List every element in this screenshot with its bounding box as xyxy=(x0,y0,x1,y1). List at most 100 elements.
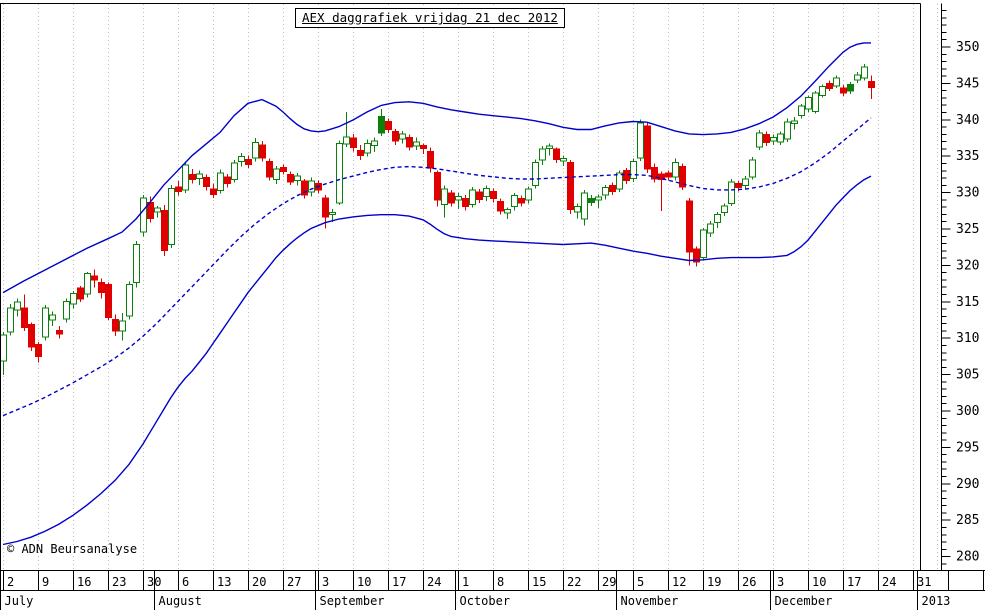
candle-up xyxy=(413,137,420,150)
x-axis-week-label: 16 xyxy=(77,575,91,589)
candle-up xyxy=(742,176,749,189)
candle-up xyxy=(231,160,238,183)
x-axis-week-label: 15 xyxy=(532,575,546,589)
candle-up xyxy=(273,165,280,185)
x-axis-week-label: 31 xyxy=(917,575,931,589)
candle-up xyxy=(238,152,245,167)
candle-up xyxy=(812,90,819,114)
y-axis-label: 290 xyxy=(956,477,979,492)
candle-down xyxy=(448,189,455,207)
x-axis-month-label: September xyxy=(320,594,385,608)
candle-down xyxy=(826,80,833,91)
candle-up xyxy=(791,117,798,130)
x-axis-week-label: 10 xyxy=(357,575,371,589)
candle-up xyxy=(721,203,728,217)
candle-down xyxy=(868,75,875,99)
candle-down xyxy=(56,326,63,339)
x-axis-week-label: 24 xyxy=(882,575,896,589)
candle-up xyxy=(728,178,735,206)
candle-down xyxy=(35,342,42,363)
x-axis-week-label: 12 xyxy=(672,575,686,589)
candle-down xyxy=(266,158,273,181)
candle-down xyxy=(175,181,182,196)
candle-up xyxy=(630,158,637,182)
candle-up xyxy=(364,139,371,157)
candle-up xyxy=(14,298,21,317)
candle-up xyxy=(672,158,679,181)
candle-down xyxy=(476,189,483,204)
vertical-gridlines xyxy=(3,4,938,569)
y-axis-label: 300 xyxy=(956,404,979,419)
candle-up xyxy=(756,130,763,150)
candle-down xyxy=(462,195,469,211)
candle-up xyxy=(595,194,602,209)
candle-up xyxy=(343,112,350,147)
candle-down xyxy=(406,134,413,151)
y-axis-label: 305 xyxy=(956,368,979,383)
x-axis-month-label: November xyxy=(621,594,679,608)
candle-up xyxy=(336,140,343,206)
candle-down xyxy=(497,198,504,215)
candle-down xyxy=(385,118,392,134)
candle-up xyxy=(805,95,812,113)
candle-down xyxy=(693,246,700,267)
candle-up xyxy=(483,185,490,201)
candle-down xyxy=(98,278,105,299)
candle-up xyxy=(168,184,175,249)
candle-up xyxy=(308,177,315,197)
candle-up xyxy=(707,221,714,238)
candle-up xyxy=(469,187,476,208)
candle-up xyxy=(504,207,511,220)
candle-up xyxy=(511,192,518,211)
candle-down xyxy=(434,170,441,207)
candle-up xyxy=(0,331,7,375)
candle-down xyxy=(210,183,217,198)
candle-up xyxy=(294,173,301,186)
candle-up xyxy=(126,281,133,320)
candle-down xyxy=(553,147,560,163)
candle-down xyxy=(77,286,84,303)
x-axis-week-label: 19 xyxy=(707,575,721,589)
candle-up xyxy=(455,192,462,209)
candle-down xyxy=(280,164,287,175)
candle-up xyxy=(70,291,77,309)
x-axis-month-label: October xyxy=(460,594,511,608)
candle-down xyxy=(686,197,693,266)
bollinger-upper-band xyxy=(2,42,871,294)
candle-down xyxy=(651,163,658,183)
x-axis-month-label: December xyxy=(775,594,833,608)
candle-down xyxy=(112,314,119,337)
candle-down xyxy=(357,144,364,161)
candle-up xyxy=(532,159,539,189)
y-axis: 280 285 290 295 300 305 310 315 320 325 330 335 340 3… xyxy=(941,3,979,571)
copyright-label: © ADN Beursanalyse xyxy=(7,542,138,556)
candle-up xyxy=(378,109,385,137)
x-axis-week-label: 24 xyxy=(427,575,441,589)
y-axis-label: 340 xyxy=(956,113,979,128)
candle-down xyxy=(350,133,357,152)
candle-up xyxy=(196,170,203,185)
candle-down xyxy=(427,147,434,173)
x-axis-week-label: 22 xyxy=(567,575,581,589)
candle-down xyxy=(420,143,427,155)
x-axis-month-label: August xyxy=(159,594,202,608)
candle-up xyxy=(700,227,707,260)
candle-down xyxy=(224,173,231,188)
x-axis-week-label: 27 xyxy=(287,575,301,589)
x-axis-month-label: July xyxy=(5,594,34,608)
candle-down xyxy=(245,155,252,169)
candle-up xyxy=(833,75,840,88)
candle-down xyxy=(623,168,630,185)
candle-up xyxy=(217,169,224,194)
y-axis-label: 335 xyxy=(956,149,979,164)
y-axis-label: 350 xyxy=(956,40,979,55)
candle-down xyxy=(840,85,847,97)
bollinger-middle-band xyxy=(2,117,872,417)
candle-up xyxy=(42,304,49,341)
candle-up xyxy=(616,170,623,193)
candle-up xyxy=(133,240,140,288)
y-axis-label: 310 xyxy=(956,331,979,346)
candle-up xyxy=(749,157,756,180)
candle-down xyxy=(490,188,497,203)
